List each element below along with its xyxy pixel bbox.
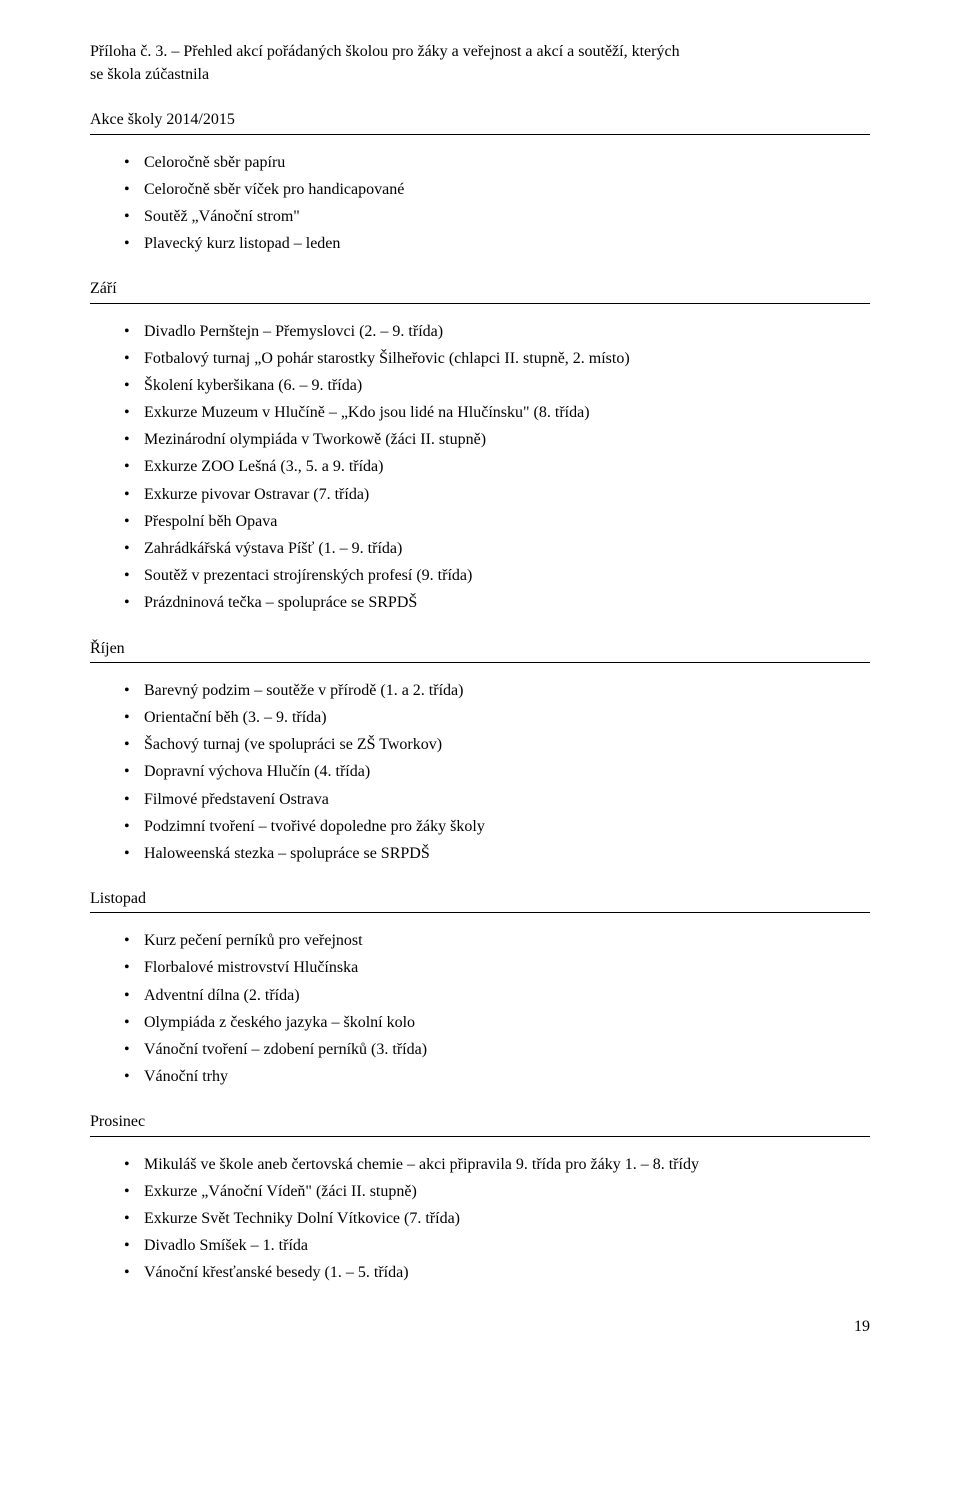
month-underline	[90, 1136, 870, 1137]
list-item: Kurz pečení perníků pro veřejnost	[144, 929, 870, 952]
list-item: Přespolní běh Opava	[144, 510, 870, 533]
attachment-title-line2: se škola zúčastnila	[90, 63, 870, 86]
attachment-title-line1: Příloha č. 3. – Přehled akcí pořádaných …	[90, 40, 870, 63]
section-underline	[90, 134, 870, 135]
month-label: Listopad	[90, 887, 870, 910]
list-item: Podzimní tvoření – tvořivé dopoledne pro…	[144, 815, 870, 838]
month-underline	[90, 303, 870, 304]
list-item: Olympiáda z českého jazyka – školní kolo	[144, 1011, 870, 1034]
list-item: Mezinárodní olympiáda v Tworkowě (žáci I…	[144, 428, 870, 451]
list-item: Haloweenská stezka – spolupráce se SRPDŠ	[144, 842, 870, 865]
list-item: Vánoční tvoření – zdobení perníků (3. tř…	[144, 1038, 870, 1061]
month-block: Prosinec Mikuláš ve škole aneb čertovská …	[90, 1110, 870, 1284]
list-item: Plavecký kurz listopad – leden	[144, 232, 870, 255]
list-item: Exkurze Svět Techniky Dolní Vítkovice (7…	[144, 1207, 870, 1230]
list-item: Divadlo Pernštejn – Přemyslovci (2. – 9.…	[144, 320, 870, 343]
list-item: Exkurze „Vánoční Vídeň" (žáci II. stupně…	[144, 1180, 870, 1203]
list-item: Mikuláš ve škole aneb čertovská chemie –…	[144, 1153, 870, 1176]
list-item: Prázdninová tečka – spolupráce se SRPDŠ	[144, 591, 870, 614]
list-item: Florbalové mistrovství Hlučínska	[144, 956, 870, 979]
list-item: Soutěž v prezentaci strojírenských profe…	[144, 564, 870, 587]
month-list: Kurz pečení perníků pro veřejnost Florbal…	[90, 929, 870, 1088]
list-item: Zahrádkářská výstava Píšť (1. – 9. třída…	[144, 537, 870, 560]
page-number: 19	[90, 1315, 870, 1338]
month-list: Divadlo Pernštejn – Přemyslovci (2. – 9.…	[90, 320, 870, 615]
list-item: Orientační běh (3. – 9. třída)	[144, 706, 870, 729]
list-item: Barevný podzim – soutěže v přírodě (1. a…	[144, 679, 870, 702]
intro-list: Celoročně sběr papíru Celoročně sběr víče…	[90, 151, 870, 256]
list-item: Exkurze Muzeum v Hlučíně – „Kdo jsou lid…	[144, 401, 870, 424]
month-block: Říjen Barevný podzim – soutěže v přírodě …	[90, 637, 870, 866]
list-item: Celoročně sběr víček pro handicapované	[144, 178, 870, 201]
list-item: Soutěž „Vánoční strom"	[144, 205, 870, 228]
month-label: Říjen	[90, 637, 870, 660]
month-list: Mikuláš ve škole aneb čertovská chemie –…	[90, 1153, 870, 1285]
list-item: Fotbalový turnaj „O pohár starostky Šilh…	[144, 347, 870, 370]
list-item: Filmové představení Ostrava	[144, 788, 870, 811]
list-item: Divadlo Smíšek – 1. třída	[144, 1234, 870, 1257]
month-label: Září	[90, 277, 870, 300]
month-label: Prosinec	[90, 1110, 870, 1133]
month-underline	[90, 662, 870, 663]
section-title: Akce školy 2014/2015	[90, 108, 870, 131]
month-underline	[90, 912, 870, 913]
list-item: Celoročně sběr papíru	[144, 151, 870, 174]
list-item: Vánoční křesťanské besedy (1. – 5. třída…	[144, 1261, 870, 1284]
list-item: Exkurze pivovar Ostravar (7. třída)	[144, 483, 870, 506]
list-item: Exkurze ZOO Lešná (3., 5. a 9. třída)	[144, 455, 870, 478]
month-block: Listopad Kurz pečení perníků pro veřejnos…	[90, 887, 870, 1088]
list-item: Šachový turnaj (ve spolupráci se ZŠ Twor…	[144, 733, 870, 756]
list-item: Školení kyberšikana (6. – 9. třída)	[144, 374, 870, 397]
list-item: Adventní dílna (2. třída)	[144, 984, 870, 1007]
month-list: Barevný podzim – soutěže v přírodě (1. a…	[90, 679, 870, 865]
list-item: Vánoční trhy	[144, 1065, 870, 1088]
list-item: Dopravní výchova Hlučín (4. třída)	[144, 760, 870, 783]
month-block: Září Divadlo Pernštejn – Přemyslovci (2. …	[90, 277, 870, 614]
